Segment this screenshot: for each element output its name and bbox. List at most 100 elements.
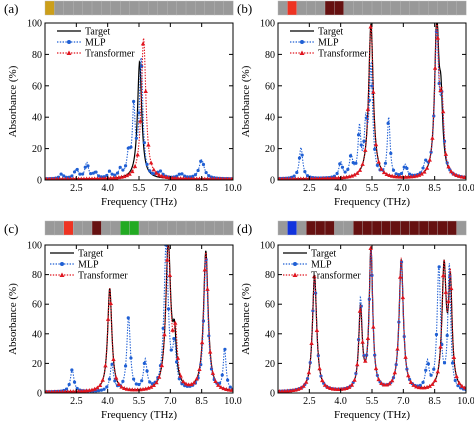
structure-cell: [277, 0, 288, 16]
series-marker: [227, 176, 231, 180]
series-marker: [52, 176, 57, 180]
structure-cell: [334, 0, 345, 16]
series-marker: [427, 157, 432, 162]
series-marker: [124, 386, 130, 391]
chart-panel: (a) 2.5 4.0 5.5 7.0 8.5 10.0 0 20 40 60 80 100 Freque…: [4, 0, 242, 208]
series-marker: [199, 340, 205, 345]
legend-label: MLP: [318, 38, 339, 49]
structure-cell: [428, 220, 439, 236]
series-marker: [384, 382, 389, 387]
series-marker: [383, 161, 388, 165]
series-marker: [322, 382, 328, 387]
series-marker: [218, 384, 224, 389]
y-tick-label: 20: [265, 144, 275, 155]
series-marker: [368, 24, 373, 29]
structure-cell: [110, 0, 121, 16]
series-marker: [365, 336, 371, 341]
structure-cell: [371, 0, 382, 16]
series-marker: [376, 377, 381, 382]
structure-cell: [306, 220, 317, 236]
series-marker: [459, 383, 465, 388]
series-marker: [419, 171, 424, 176]
series-marker: [355, 170, 360, 175]
series-marker: [424, 384, 430, 389]
series-marker: [440, 109, 446, 114]
series-marker: [140, 41, 146, 46]
series-marker: [175, 175, 181, 180]
series-marker: [330, 386, 336, 391]
series-marker: [189, 176, 194, 180]
x-tick-label: 5.5: [133, 396, 146, 407]
series-marker: [63, 389, 68, 393]
series-marker: [161, 326, 165, 330]
series-marker: [224, 387, 229, 391]
series-marker: [108, 301, 113, 306]
series-marker: [216, 382, 221, 387]
y-tick-label: 100: [27, 241, 42, 252]
series-marker: [456, 384, 460, 388]
series-marker: [55, 176, 59, 180]
series-marker: [143, 89, 148, 93]
structure-cell: [362, 0, 373, 16]
y-tick-label: 80: [32, 270, 42, 281]
x-tick-label: 7.0: [397, 396, 410, 407]
x-tick-label: 8.5: [195, 396, 208, 407]
series-marker: [381, 170, 387, 175]
series-marker: [429, 150, 433, 154]
y-axis-label: Absorbance (%): [7, 283, 19, 355]
series-marker: [146, 385, 151, 390]
legend-marker: [66, 50, 72, 55]
series-marker: [462, 174, 466, 179]
structure-cell: [381, 220, 392, 236]
series-marker: [97, 383, 103, 387]
series-marker: [312, 176, 317, 180]
structure-cell: [91, 0, 102, 16]
series-marker: [229, 387, 233, 392]
legend-marker: [300, 40, 304, 44]
y-axis-label: Absorbance (%): [240, 283, 252, 355]
legend-label: Transformer: [78, 271, 128, 282]
series-marker: [362, 353, 366, 358]
panel-label: (b): [237, 1, 252, 16]
series-marker: [216, 176, 221, 180]
y-tick-label: 40: [32, 113, 42, 124]
series-marker: [180, 172, 184, 176]
series-marker: [183, 176, 189, 180]
structure-cell: [324, 220, 335, 236]
series-marker: [416, 172, 422, 177]
series-marker: [304, 379, 309, 384]
structure-cell: [138, 220, 149, 236]
series-marker: [355, 362, 360, 367]
series-marker: [94, 170, 98, 174]
series-marker: [175, 355, 181, 360]
x-tick-label: 2.5: [303, 396, 316, 407]
x-tick-label: 7.0: [397, 183, 410, 194]
series-marker: [438, 344, 443, 349]
series-marker: [320, 176, 325, 180]
chart-panel: (d) 2.5 4.0 5.5 7.0 8.5 10.0 0 20 40 60 80 100 Freque…: [237, 220, 474, 421]
series-marker: [82, 176, 86, 180]
x-tick-label: 7.0: [164, 396, 177, 407]
structure-cell: [204, 220, 215, 236]
series-marker: [459, 174, 465, 179]
y-tick-label: 60: [32, 81, 42, 92]
series-marker: [97, 388, 101, 393]
legend-label: MLP: [85, 38, 106, 49]
series-marker: [135, 152, 140, 157]
series-marker: [314, 328, 320, 332]
x-tick-label: 2.5: [70, 396, 83, 407]
series-marker: [181, 379, 186, 384]
x-tick-label: 2.5: [70, 183, 83, 194]
series-marker: [162, 332, 167, 337]
series-marker: [442, 361, 447, 365]
series-marker: [148, 384, 154, 389]
x-tick-label: 4.0: [334, 183, 347, 194]
series-marker: [60, 389, 65, 393]
series-marker: [68, 176, 73, 180]
structure-cell: [101, 220, 112, 236]
structure-cell: [353, 220, 364, 236]
series-marker: [67, 382, 71, 387]
series-marker: [397, 173, 401, 177]
series-marker: [340, 165, 345, 169]
series-marker: [178, 176, 183, 180]
